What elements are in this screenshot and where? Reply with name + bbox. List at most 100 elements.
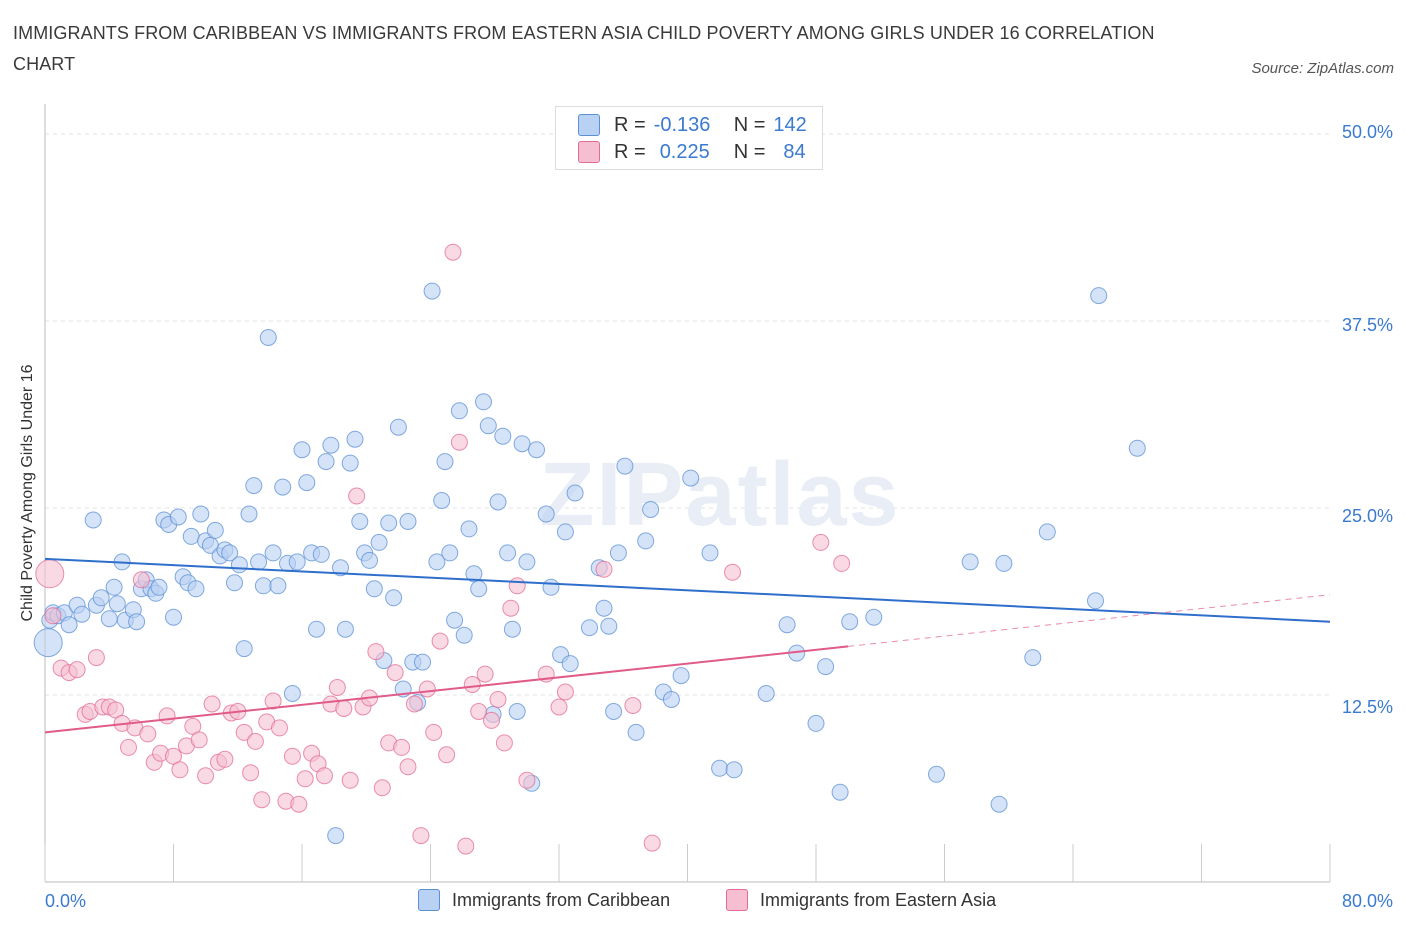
r-value: 0.225: [659, 140, 710, 163]
caribbean-point-131: [865, 608, 883, 626]
eastern-asia-point-36: [271, 719, 288, 737]
eastern-asia-point-15: [139, 725, 157, 743]
caribbean-point-83: [446, 611, 464, 629]
eastern-asia-point-52: [373, 779, 391, 797]
caribbean-point-74: [399, 513, 417, 530]
eastern-asia-point-59: [418, 680, 436, 698]
legend-label-caribbean: Immigrants from Caribbean: [452, 889, 671, 910]
caribbean-point-132: [928, 765, 945, 783]
legend-label-eastern-asia: Immigrants from Eastern Asia: [760, 889, 997, 910]
eastern-asia-point-38: [283, 747, 301, 765]
caribbean-point-101: [537, 505, 555, 523]
eastern-asia-point-14: [132, 571, 150, 589]
eastern-asia-trend-extension: [848, 594, 1331, 647]
eastern-asia-point-25: [203, 695, 221, 713]
eastern-asia-point-62: [438, 746, 456, 764]
eastern-asia-point-46: [335, 700, 353, 717]
eastern-asia-point-73: [508, 577, 526, 595]
eastern-asia-point-70: [489, 691, 507, 708]
caribbean-trend-line: [44, 557, 1331, 623]
eastern-asia-point-83: [833, 554, 851, 572]
y-tick-label-37-5: 37.5%: [1341, 315, 1393, 335]
caribbean-point-37: [221, 544, 239, 562]
caribbean-point-116: [642, 501, 660, 518]
caribbean-point-112: [609, 544, 627, 562]
eastern-asia-point-81: [724, 563, 741, 581]
n-value: 142: [773, 113, 807, 136]
caribbean-point-39: [230, 556, 248, 574]
series-legend: Immigrants from Caribbean Immigrants fro…: [0, 889, 1406, 915]
caribbean-point-107: [581, 619, 598, 637]
caribbean-point-56: [312, 545, 330, 563]
caribbean-point-46: [264, 544, 282, 562]
caribbean-point-61: [336, 620, 354, 638]
caribbean-point-135: [995, 554, 1013, 572]
eastern-asia-point-72: [502, 599, 520, 617]
caribbean-point-17: [128, 613, 146, 631]
caribbean-point-118: [662, 691, 680, 708]
caribbean-point-129: [831, 783, 849, 801]
caribbean-point-80: [433, 492, 451, 509]
caribbean-point-13: [108, 595, 126, 613]
stats-legend: R = -0.136 N = 142 R = 0.225 N = 84: [555, 106, 823, 170]
caribbean-point-63: [346, 430, 364, 448]
eastern-asia-point-4: [68, 661, 86, 679]
eastern-asia-point-76: [550, 698, 568, 716]
watermark: ZIPatlas: [539, 445, 900, 545]
n-label: N =: [733, 113, 766, 136]
caribbean-point-30: [187, 580, 205, 598]
eastern-asia-point-45: [328, 679, 346, 696]
caribbean-point-68: [370, 533, 388, 551]
eastern-asia-point-43: [316, 767, 333, 785]
caribbean-point-84: [450, 402, 468, 420]
caribbean-point-55: [308, 620, 325, 638]
caribbean-point-42: [245, 477, 263, 495]
caribbean-point-66: [361, 551, 378, 569]
caribbean-point-109: [595, 599, 613, 617]
y-tick-label-12-5: 12.5%: [1341, 697, 1393, 717]
caribbean-point-102: [542, 578, 560, 596]
caribbean-point-31: [192, 505, 210, 523]
caribbean-point-89: [475, 393, 492, 411]
eastern-asia-point-55: [393, 738, 411, 756]
caribbean-point-45: [259, 329, 277, 346]
caribbean-point-121: [701, 544, 719, 562]
caribbean-point-90: [479, 417, 497, 435]
eastern-asia-point-63: [444, 243, 462, 261]
eastern-asia-point-79: [624, 697, 642, 714]
y-tick-label-25: 25.0%: [1341, 506, 1393, 526]
eastern-asia-point-47: [341, 771, 359, 789]
caribbean-point-64: [351, 513, 369, 530]
caribbean-point-77: [414, 653, 431, 671]
caribbean-point-97: [513, 435, 531, 453]
caribbean-point-48: [274, 478, 292, 496]
caribbean-point-139: [1090, 287, 1108, 305]
caribbean-point-96: [508, 703, 526, 720]
caribbean-point-7: [73, 605, 91, 623]
eastern-asia-point-48: [348, 487, 366, 505]
caribbean-point-43: [250, 553, 268, 571]
caribbean-point-122: [711, 759, 729, 777]
eastern-asia-point-23: [190, 731, 208, 749]
eastern-asia-point-1: [44, 607, 62, 625]
eastern-asia-point-82: [812, 533, 830, 551]
caribbean-point-59: [327, 827, 345, 845]
eastern-asia-point-51: [367, 643, 385, 661]
caribbean-point-38: [226, 574, 243, 592]
eastern-asia-point-24: [197, 767, 215, 785]
caribbean-point-57: [317, 453, 335, 471]
caribbean-point-124: [757, 685, 775, 702]
eastern-asia-point-64: [450, 433, 468, 451]
caribbean-point-113: [616, 457, 634, 475]
eastern-asia-point-57: [405, 695, 423, 713]
eastern-asia-point-61: [431, 632, 449, 650]
eastern-asia-point-18: [158, 707, 176, 725]
caribbean-point-110: [600, 617, 618, 635]
eastern-asia-point-7: [87, 649, 105, 667]
caribbean-point-111: [605, 703, 623, 720]
caribbean-point-123: [725, 761, 743, 779]
y-tick-label-50: 50.0%: [1341, 122, 1393, 142]
caribbean-point-70: [380, 514, 398, 532]
caribbean-point-60: [332, 559, 349, 577]
